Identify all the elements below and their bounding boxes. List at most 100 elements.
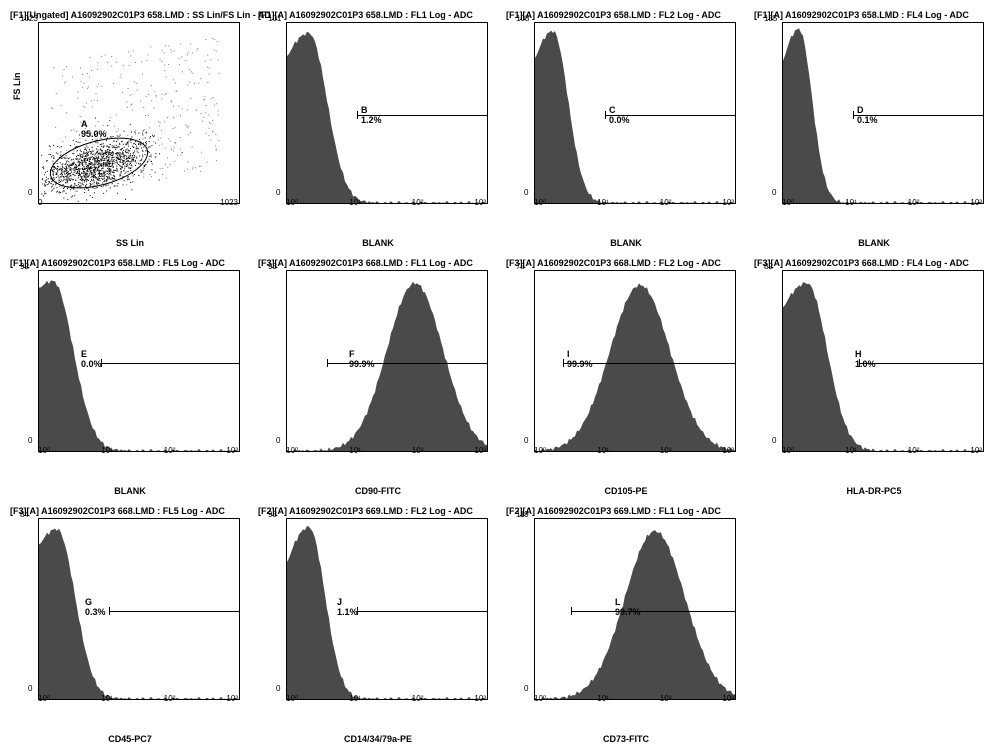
ytick-max: 101 [268, 14, 281, 23]
ytick-min: 0 [276, 188, 280, 197]
xticks: 10⁰10¹10²10³ [286, 446, 486, 455]
panel-1: [F1][A] A16092902C01P3 658.LMD : FL1 Log… [258, 10, 498, 250]
plot-area: C0.0% [534, 22, 736, 204]
xticks: 10⁰10¹10²10³ [534, 694, 734, 703]
panel-title: [F2][A] A16092902C01P3 669.LMD : FL1 Log… [506, 506, 746, 516]
ytick-max: 75 [516, 262, 525, 271]
ytick-max: 84 [20, 510, 29, 519]
gate-label: L99.7% [615, 597, 641, 617]
gate-threshold [109, 611, 239, 612]
ytick-min: 0 [524, 684, 528, 693]
panel-title: [F1][Ungated] A16092902C01P3 658.LMD : S… [10, 10, 250, 20]
gate-label: A95.0% [81, 119, 107, 139]
ytick-max: 82 [764, 262, 773, 271]
xlabel: CD90-FITC [258, 486, 498, 496]
plot-area: E0.0% [38, 270, 240, 452]
panel-10: [F2][A] A16092902C01P3 669.LMD : FL1 Log… [506, 506, 746, 746]
ytick-max: 135 [764, 14, 777, 23]
ytick-min: 0 [276, 684, 280, 693]
panel-4: [F1][A] A16092902C01P3 658.LMD : FL5 Log… [10, 258, 250, 498]
gate-tick [571, 607, 572, 615]
gate-tick [605, 111, 606, 119]
plot-area: J1.1% [286, 518, 488, 700]
panel-11 [754, 506, 994, 746]
xticks: 10⁰10¹10²10³ [38, 694, 238, 703]
ytick-max: 93 [268, 262, 277, 271]
xlabel: HLA-DR-PC5 [754, 486, 994, 496]
xlabel: BLANK [754, 238, 994, 248]
panel-title: [F3][A] A16092902C01P3 668.LMD : FL1 Log… [258, 258, 498, 268]
panel-title: [F3][A] A16092902C01P3 668.LMD : FL5 Log… [10, 506, 250, 516]
xlabel: SS Lin [10, 238, 250, 248]
gate-tick [357, 111, 358, 119]
plot-area: I99.9% [534, 270, 736, 452]
ytick-max: 108 [516, 14, 529, 23]
plot-area: D0.1% [782, 22, 984, 204]
xticks: 10⁰10¹10²10³ [782, 446, 982, 455]
panel-8: [F3][A] A16092902C01P3 668.LMD : FL5 Log… [10, 506, 250, 746]
ytick-min: 0 [28, 436, 32, 445]
plot-area: L99.7% [534, 518, 736, 700]
panel-6: [F3][A] A16092902C01P3 668.LMD : FL2 Log… [506, 258, 746, 498]
panel-title: [F2][A] A16092902C01P3 669.LMD : FL2 Log… [258, 506, 498, 516]
panel-0: [F1][Ungated] A16092902C01P3 658.LMD : S… [10, 10, 250, 250]
plot-area: F99.9% [286, 270, 488, 452]
gate-label: I99.9% [567, 349, 593, 369]
gate-label: E0.0% [81, 349, 102, 369]
panel-9: [F2][A] A16092902C01P3 669.LMD : FL2 Log… [258, 506, 498, 746]
gate-label: H1.0% [855, 349, 876, 369]
ytick-max: 1023 [20, 14, 38, 23]
gate-label: B1.2% [361, 105, 382, 125]
plot-area: A95.0% [38, 22, 240, 204]
xticks: 10⁰10¹10²10³ [38, 446, 238, 455]
panel-title: [F3][A] A16092902C01P3 668.LMD : FL4 Log… [754, 258, 994, 268]
ytick-min: 0 [772, 188, 776, 197]
panel-title: [F3][A] A16092902C01P3 668.LMD : FL2 Log… [506, 258, 746, 268]
xlabel: CD45-PC7 [10, 734, 250, 744]
gate-label: C0.0% [609, 105, 630, 125]
ytick-min: 0 [276, 436, 280, 445]
ytick-min: 0 [524, 188, 528, 197]
xlabel: BLANK [10, 486, 250, 496]
ytick-min: 0 [772, 436, 776, 445]
xticks: 10⁰10¹10²10³ [286, 694, 486, 703]
ytick-max: 98 [268, 510, 277, 519]
ylabel: FS Lin [12, 73, 22, 101]
xticks: 10⁰10¹10²10³ [534, 446, 734, 455]
xlabel: CD14/34/79a-PE [258, 734, 498, 744]
gate-label: F99.9% [349, 349, 375, 369]
gate-tick [109, 607, 110, 615]
panel-title: [F1][A] A16092902C01P3 658.LMD : FL2 Log… [506, 10, 746, 20]
gate-threshold [571, 611, 735, 612]
panel-title: [F1][A] A16092902C01P3 658.LMD : FL4 Log… [754, 10, 994, 20]
ytick-min: 0 [28, 188, 32, 197]
ytick-max: 92 [20, 262, 29, 271]
xlabel: BLANK [506, 238, 746, 248]
gate-label: J1.1% [337, 597, 358, 617]
panel-2: [F1][A] A16092902C01P3 658.LMD : FL2 Log… [506, 10, 746, 250]
gate-threshold [101, 363, 239, 364]
gate-tick [853, 111, 854, 119]
ytick-max: 119 [516, 510, 529, 519]
xticks: 01023 [38, 198, 238, 207]
xticks: 10⁰10¹10²10³ [534, 198, 734, 207]
gate-threshold [859, 363, 983, 364]
panel-title: [F1][A] A16092902C01P3 658.LMD : FL1 Log… [258, 10, 498, 20]
gate-threshold [357, 611, 487, 612]
ytick-min: 0 [524, 436, 528, 445]
plot-area: B1.2% [286, 22, 488, 204]
panel-3: [F1][A] A16092902C01P3 658.LMD : FL4 Log… [754, 10, 994, 250]
panel-5: [F3][A] A16092902C01P3 668.LMD : FL1 Log… [258, 258, 498, 498]
xticks: 10⁰10¹10²10³ [286, 198, 486, 207]
gate-tick [563, 359, 564, 367]
xlabel: BLANK [258, 238, 498, 248]
plot-area: G0.3% [38, 518, 240, 700]
xlabel: CD73-FITC [506, 734, 746, 744]
plot-area: H1.0% [782, 270, 984, 452]
gate-tick [327, 359, 328, 367]
gate-label: G0.3% [85, 597, 106, 617]
flow-cytometry-panel-grid: [F1][Ungated] A16092902C01P3 658.LMD : S… [10, 10, 1000, 746]
panel-7: [F3][A] A16092902C01P3 668.LMD : FL4 Log… [754, 258, 994, 498]
xlabel: CD105-PE [506, 486, 746, 496]
ytick-min: 0 [28, 684, 32, 693]
